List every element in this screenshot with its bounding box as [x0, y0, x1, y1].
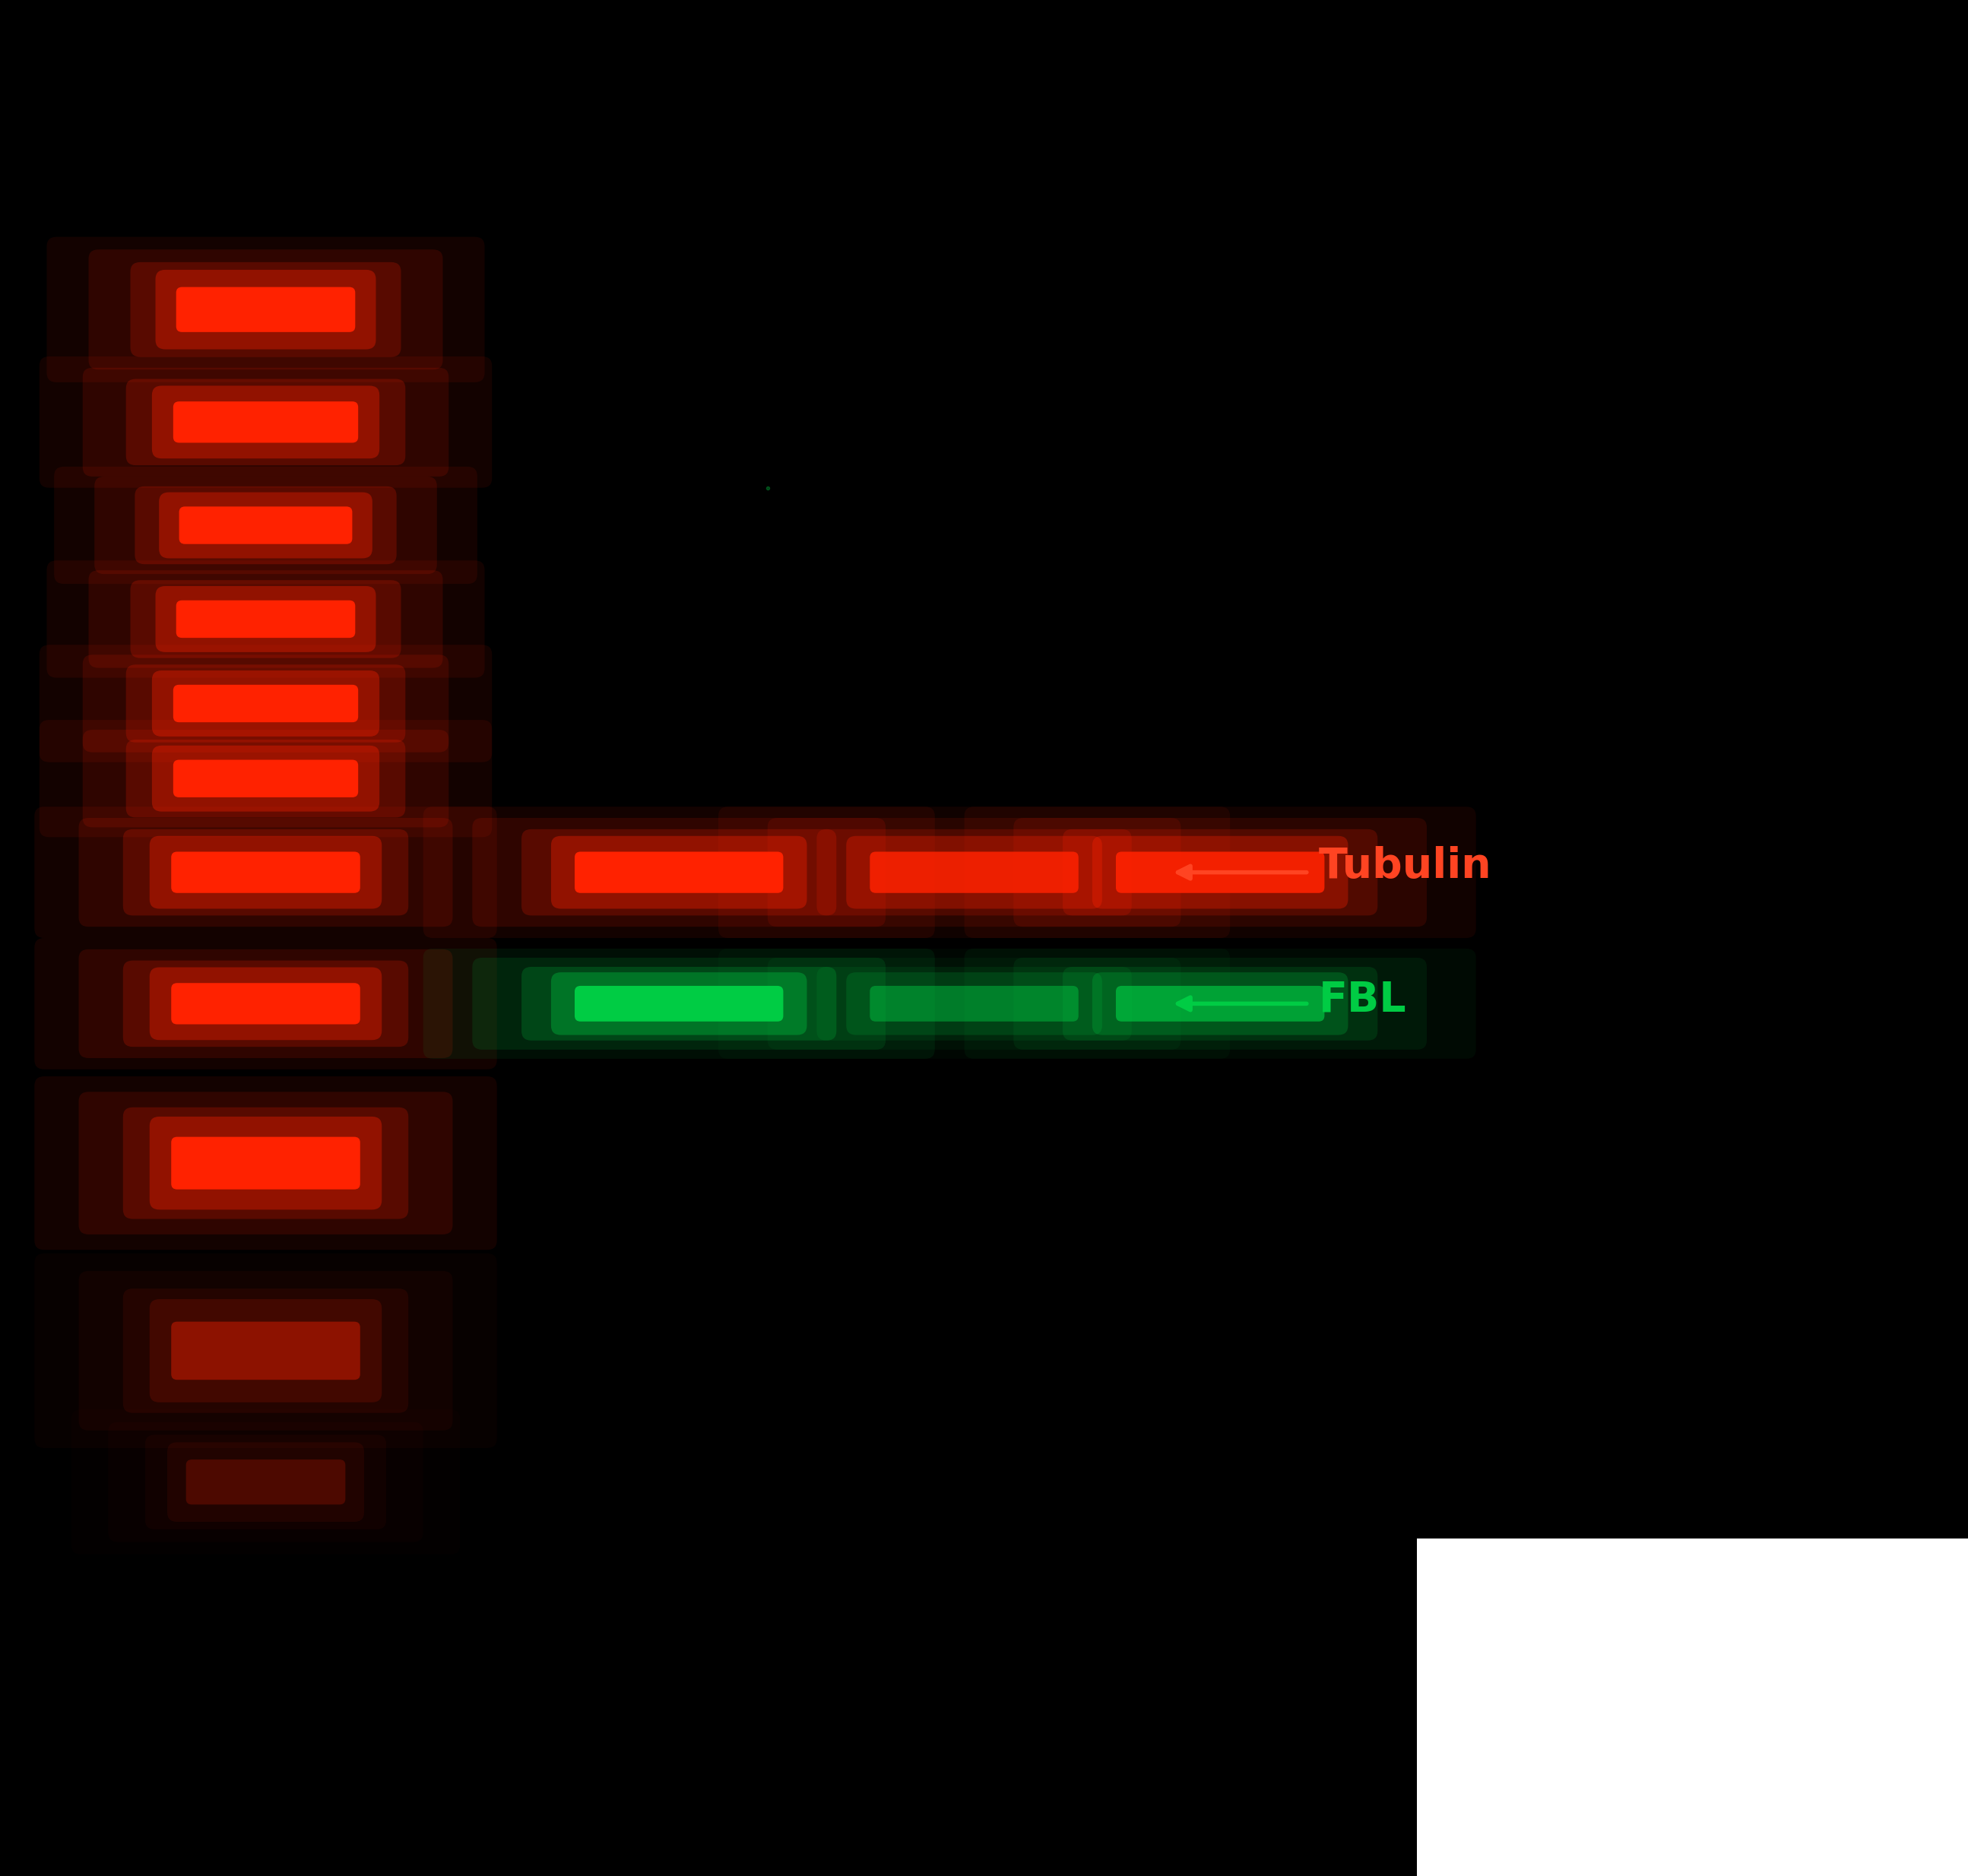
- FancyBboxPatch shape: [522, 966, 836, 1041]
- FancyBboxPatch shape: [130, 580, 401, 658]
- FancyBboxPatch shape: [1092, 837, 1348, 908]
- FancyBboxPatch shape: [423, 807, 935, 938]
- FancyBboxPatch shape: [130, 263, 401, 356]
- FancyBboxPatch shape: [768, 959, 1181, 1051]
- FancyBboxPatch shape: [1063, 829, 1378, 915]
- FancyBboxPatch shape: [94, 477, 437, 574]
- FancyBboxPatch shape: [79, 1092, 453, 1234]
- FancyBboxPatch shape: [846, 837, 1102, 908]
- FancyBboxPatch shape: [39, 645, 492, 762]
- FancyBboxPatch shape: [83, 730, 449, 827]
- FancyBboxPatch shape: [150, 837, 382, 908]
- FancyBboxPatch shape: [152, 670, 380, 737]
- FancyBboxPatch shape: [964, 807, 1476, 938]
- FancyBboxPatch shape: [171, 983, 360, 1024]
- FancyBboxPatch shape: [768, 818, 1181, 927]
- FancyBboxPatch shape: [122, 961, 409, 1047]
- FancyBboxPatch shape: [35, 1077, 496, 1249]
- FancyBboxPatch shape: [870, 987, 1078, 1021]
- FancyBboxPatch shape: [122, 1289, 409, 1413]
- FancyBboxPatch shape: [964, 949, 1476, 1058]
- FancyBboxPatch shape: [150, 1298, 382, 1403]
- FancyBboxPatch shape: [185, 1460, 346, 1505]
- FancyBboxPatch shape: [122, 829, 409, 915]
- FancyBboxPatch shape: [155, 270, 376, 349]
- FancyBboxPatch shape: [35, 938, 496, 1069]
- FancyBboxPatch shape: [817, 829, 1132, 915]
- FancyBboxPatch shape: [870, 852, 1078, 893]
- FancyBboxPatch shape: [423, 949, 935, 1058]
- FancyBboxPatch shape: [47, 561, 484, 677]
- FancyBboxPatch shape: [177, 600, 354, 638]
- FancyBboxPatch shape: [155, 585, 376, 653]
- FancyBboxPatch shape: [575, 852, 783, 893]
- Text: FBL: FBL: [1319, 979, 1407, 1021]
- FancyBboxPatch shape: [173, 685, 358, 722]
- FancyBboxPatch shape: [152, 386, 380, 458]
- FancyBboxPatch shape: [126, 664, 405, 743]
- FancyBboxPatch shape: [83, 655, 449, 752]
- FancyBboxPatch shape: [1116, 987, 1324, 1021]
- FancyBboxPatch shape: [551, 837, 807, 908]
- FancyBboxPatch shape: [39, 356, 492, 488]
- FancyBboxPatch shape: [171, 852, 360, 893]
- Bar: [1417, 1538, 1968, 1876]
- FancyBboxPatch shape: [846, 972, 1102, 1036]
- FancyBboxPatch shape: [126, 379, 405, 465]
- FancyBboxPatch shape: [179, 507, 352, 544]
- FancyBboxPatch shape: [171, 1137, 360, 1189]
- FancyBboxPatch shape: [173, 760, 358, 797]
- FancyBboxPatch shape: [150, 1116, 382, 1210]
- FancyBboxPatch shape: [817, 966, 1132, 1041]
- FancyBboxPatch shape: [79, 949, 453, 1058]
- FancyBboxPatch shape: [150, 968, 382, 1039]
- FancyBboxPatch shape: [1116, 852, 1324, 893]
- FancyBboxPatch shape: [575, 987, 783, 1021]
- FancyBboxPatch shape: [173, 401, 358, 443]
- FancyBboxPatch shape: [171, 1321, 360, 1381]
- FancyBboxPatch shape: [47, 236, 484, 383]
- FancyBboxPatch shape: [35, 807, 496, 938]
- FancyBboxPatch shape: [1092, 972, 1348, 1036]
- FancyBboxPatch shape: [126, 739, 405, 818]
- FancyBboxPatch shape: [718, 807, 1230, 938]
- FancyBboxPatch shape: [1014, 959, 1427, 1051]
- FancyBboxPatch shape: [89, 570, 443, 668]
- FancyBboxPatch shape: [472, 818, 886, 927]
- FancyBboxPatch shape: [122, 1107, 409, 1219]
- FancyBboxPatch shape: [55, 467, 478, 583]
- FancyBboxPatch shape: [522, 829, 836, 915]
- FancyBboxPatch shape: [152, 745, 380, 812]
- FancyBboxPatch shape: [89, 250, 443, 370]
- FancyBboxPatch shape: [551, 972, 807, 1036]
- Text: Tubulin: Tubulin: [1319, 846, 1492, 887]
- FancyBboxPatch shape: [79, 818, 453, 927]
- FancyBboxPatch shape: [167, 1443, 364, 1521]
- FancyBboxPatch shape: [134, 486, 396, 565]
- FancyBboxPatch shape: [472, 959, 886, 1051]
- FancyBboxPatch shape: [1063, 966, 1378, 1041]
- FancyBboxPatch shape: [1014, 818, 1427, 927]
- FancyBboxPatch shape: [39, 720, 492, 837]
- FancyBboxPatch shape: [177, 287, 354, 332]
- FancyBboxPatch shape: [83, 368, 449, 477]
- FancyBboxPatch shape: [159, 492, 372, 559]
